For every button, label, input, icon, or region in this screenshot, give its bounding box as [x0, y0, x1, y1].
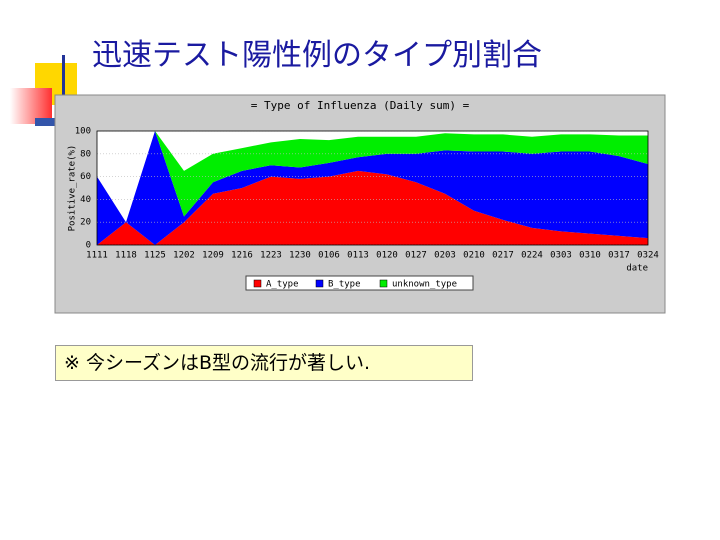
x-tick-label: 1125	[144, 251, 166, 261]
y-tick-label: 80	[80, 149, 91, 159]
deco-line	[62, 55, 65, 130]
x-tick-label: 0324	[637, 251, 659, 261]
note: ※ 今シーズンはB型の流行が著しい.	[55, 345, 473, 381]
x-tick-label: 0217	[492, 251, 514, 261]
y-tick-label: 100	[75, 127, 91, 137]
x-axis-label: date	[626, 264, 648, 274]
x-tick-label: 1223	[260, 251, 282, 261]
chart-title: = Type of Influenza (Daily sum) =	[251, 99, 470, 112]
x-tick-label: 1230	[289, 251, 311, 261]
x-tick-label: 1202	[173, 251, 195, 261]
legend-label: A_type	[266, 280, 299, 290]
legend-label: unknown_type	[392, 280, 457, 290]
x-tick-label: 0310	[579, 251, 601, 261]
legend	[245, 275, 474, 291]
y-tick-label: 0	[86, 241, 91, 251]
legend-swatch	[253, 279, 262, 288]
area	[97, 170, 648, 245]
x-tick-label: 0303	[550, 251, 572, 261]
x-tick-label: 1118	[115, 251, 137, 261]
x-tick-label: 0203	[434, 251, 456, 261]
y-tick-label: 20	[80, 218, 91, 228]
legend-swatch	[315, 279, 324, 288]
x-tick-label: 0106	[318, 251, 340, 261]
y-tick-label: 60	[80, 172, 91, 182]
x-tick-label: 1209	[202, 251, 224, 261]
y-axis-label: Positive_rate(%)	[68, 145, 78, 232]
x-tick-label: 1111	[86, 251, 108, 261]
x-tick-label: 0120	[376, 251, 398, 261]
x-tick-label: 0127	[405, 251, 427, 261]
deco-bar	[35, 118, 57, 126]
area	[97, 131, 648, 245]
x-tick-label: 0224	[521, 251, 543, 261]
x-tick-label: 1216	[231, 251, 253, 261]
plot-border	[96, 130, 649, 246]
legend-swatch	[379, 279, 388, 288]
slide-title: 迅速テスト陽性例のタイプ別割合	[92, 38, 542, 73]
area	[97, 131, 648, 223]
x-tick-label: 0113	[347, 251, 369, 261]
y-tick-label: 40	[80, 195, 91, 205]
x-tick-label: 0210	[463, 251, 485, 261]
x-tick-label: 0317	[608, 251, 630, 261]
legend-label: B_type	[328, 280, 361, 290]
